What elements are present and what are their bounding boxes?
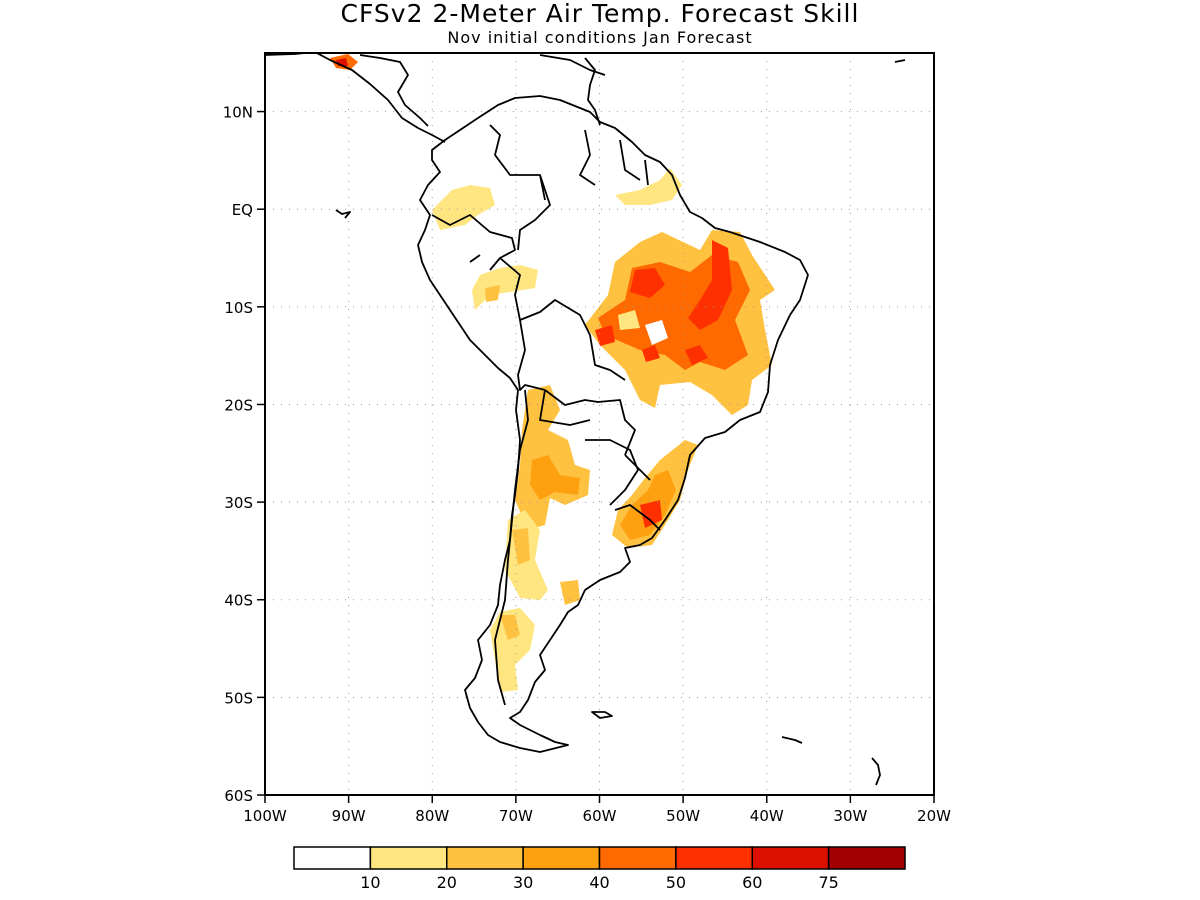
cape-verde-dot [894, 59, 906, 63]
lat-label: EQ [232, 201, 253, 219]
south-georgia [781, 736, 803, 744]
colombia-ecuador-peru-border [431, 214, 516, 271]
colombia-venezuela-border [489, 124, 546, 201]
lon-label: 70W [499, 807, 533, 825]
colorbar-swatch [369, 846, 448, 870]
central-america-coastline [265, 53, 446, 143]
lat-label: 30S [224, 494, 253, 512]
skill-area-patagonia-core [500, 615, 520, 640]
lat-label: 10N [223, 104, 253, 122]
falkland-islands [591, 711, 613, 719]
colorbar-swatch [293, 846, 372, 870]
skill-shading [330, 54, 775, 692]
map-gridlines [265, 53, 934, 795]
lat-label: 40S [224, 592, 253, 610]
guianas-borders [619, 139, 649, 186]
colorbar-swatch [522, 846, 601, 870]
coastlines [265, 53, 906, 786]
brazil-paraguay-border [624, 454, 651, 481]
skill-area-brazil-central-max-2 [630, 268, 665, 298]
lon-label: 40W [750, 807, 784, 825]
south-america-coastline [417, 95, 809, 753]
colorbar-label: 20 [437, 873, 457, 892]
skill-area-brazil-central-max-3 [595, 325, 615, 346]
hispaniola-coastline [584, 57, 601, 126]
map-axes: 10N EQ 10S 20S 30S 40S 50S 60S 100W 90W 80W 70W 60W 5… [223, 104, 951, 825]
lon-label: 50W [666, 807, 700, 825]
lon-label: 60W [583, 807, 617, 825]
lon-label: 20W [917, 807, 951, 825]
lat-label: 20S [224, 396, 253, 414]
colorbar-swatch [751, 846, 830, 870]
brazil-uruguay-border [614, 504, 661, 531]
galapagos-islands [335, 209, 351, 219]
lon-label: 30W [833, 807, 867, 825]
skill-area-brazil-hole-2 [618, 310, 640, 330]
colorbar-label: 60 [742, 873, 762, 892]
skill-area-la-pampa [560, 580, 580, 605]
venezuela-guyana-border [579, 129, 596, 186]
argentina-paraguay-border [585, 439, 639, 506]
lon-label: 100W [243, 807, 287, 825]
skill-area-brazil-central-max-5 [642, 345, 660, 362]
chile-argentina-border [494, 389, 529, 706]
skill-area-patagonia [490, 608, 535, 692]
skill-area-central-andes-2 [512, 528, 530, 565]
lon-label: 90W [332, 807, 366, 825]
lat-label: 50S [224, 689, 253, 707]
colorbar-label: 30 [513, 873, 533, 892]
colorbar-swatch [446, 846, 524, 870]
peru-brazil-bolivia-border [499, 257, 626, 381]
colombia-brazil-border [517, 174, 551, 251]
lat-label: 10S [224, 299, 253, 317]
lat-label: 60S [224, 787, 253, 805]
skill-area-southern-brazil-max [640, 500, 662, 528]
colorbar-label: 10 [360, 873, 380, 892]
sandwich-islands [871, 757, 881, 786]
colorbar: 10 20 30 40 50 60 75 [293, 846, 906, 892]
skill-area-brazil-central-max [688, 240, 732, 330]
cuba-coastline [539, 54, 606, 76]
map-title: CFSv2 2-Meter Air Temp. Forecast Skill [340, 0, 860, 28]
lon-label: 80W [415, 807, 449, 825]
skill-area-peru [472, 265, 538, 310]
skill-area-brazil-central-max-4 [685, 345, 708, 365]
map-frame [264, 52, 935, 796]
colorbar-label: 40 [589, 873, 609, 892]
peru-bolivia-chile-border [517, 319, 546, 391]
colorbar-swatch [598, 846, 677, 870]
skill-area-northern-argentina-core [530, 455, 580, 500]
skill-area-brazil-hole [645, 320, 668, 345]
colorbar-label: 50 [666, 873, 686, 892]
skill-area-colombia [432, 185, 495, 230]
map-subtitle: Nov initial conditions Jan Forecast [447, 28, 753, 47]
colorbar-swatch [827, 846, 906, 870]
colorbar-swatch [675, 846, 753, 870]
skill-area-northeast-brazil [615, 168, 682, 205]
skill-area-peru-core [485, 285, 500, 302]
colorbar-label: 75 [818, 873, 838, 892]
bolivia-paraguay-argentina-border [539, 389, 636, 456]
